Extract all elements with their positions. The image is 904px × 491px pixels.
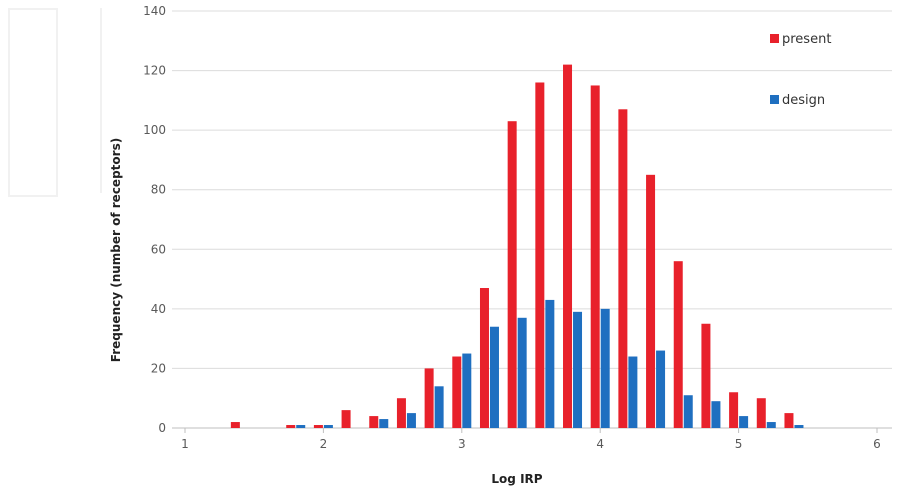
bar-present bbox=[784, 413, 794, 428]
bar-design bbox=[794, 425, 804, 428]
bar-design bbox=[656, 350, 666, 428]
bar-design bbox=[489, 326, 499, 428]
bar-present bbox=[369, 416, 379, 428]
bar-design bbox=[434, 386, 444, 428]
y-tick-label: 140 bbox=[143, 4, 166, 18]
bar-present bbox=[673, 261, 683, 428]
bar-design bbox=[628, 356, 638, 428]
bar-design bbox=[711, 401, 721, 428]
x-tick-label: 6 bbox=[873, 437, 881, 451]
y-tick-label: 120 bbox=[143, 64, 166, 78]
bar-present bbox=[563, 64, 573, 428]
y-tick-label: 40 bbox=[151, 302, 166, 316]
bar-design bbox=[573, 311, 583, 428]
bar-present bbox=[479, 288, 489, 428]
bar-present bbox=[618, 109, 628, 429]
bar-present bbox=[452, 356, 462, 428]
bar-present bbox=[507, 121, 517, 428]
bar-present bbox=[590, 85, 600, 428]
gridlines bbox=[172, 10, 892, 429]
bar-design bbox=[517, 317, 527, 428]
decorative-frame-left bbox=[8, 8, 58, 197]
bar-design bbox=[296, 425, 306, 428]
bar-design bbox=[739, 416, 749, 428]
decorative-frame-inner bbox=[100, 8, 102, 193]
x-tick-label: 4 bbox=[596, 437, 604, 451]
bar-present bbox=[729, 392, 739, 428]
legend-swatch-design bbox=[770, 95, 779, 104]
bar-present bbox=[396, 398, 406, 428]
bar-design bbox=[766, 422, 776, 428]
bar-design bbox=[683, 395, 693, 428]
bar-present bbox=[341, 410, 351, 428]
x-axis-ticks: 1 2 3 4 5 6 bbox=[181, 428, 881, 451]
bar-present bbox=[286, 425, 296, 428]
legend-swatch-present bbox=[770, 34, 779, 43]
y-tick-label: 100 bbox=[143, 123, 166, 137]
y-axis-label: Frequency (number of receptors) bbox=[109, 138, 123, 362]
x-tick-label: 2 bbox=[320, 437, 328, 451]
x-tick-label: 5 bbox=[735, 437, 743, 451]
bar-present bbox=[424, 368, 434, 428]
bar-present bbox=[756, 398, 766, 428]
bar-present bbox=[313, 425, 323, 428]
legend-label-present: present bbox=[782, 32, 831, 47]
bar-design bbox=[379, 419, 389, 428]
bar-design bbox=[600, 308, 610, 428]
bar-present bbox=[535, 82, 545, 428]
legend-label-design: design bbox=[782, 93, 825, 108]
x-tick-label: 3 bbox=[458, 437, 466, 451]
y-tick-label: 80 bbox=[151, 183, 166, 197]
y-tick-label: 0 bbox=[158, 421, 166, 435]
legend: present design bbox=[770, 32, 831, 108]
y-tick-label: 60 bbox=[151, 242, 166, 256]
bar-present bbox=[230, 422, 240, 428]
y-tick-label: 20 bbox=[151, 361, 166, 375]
y-axis-ticks: 0 20 40 60 80 100 120 140 bbox=[143, 4, 166, 435]
x-axis-label: Log IRP bbox=[491, 472, 542, 486]
bar-present bbox=[646, 174, 656, 428]
bar-design bbox=[462, 353, 472, 428]
bar-design bbox=[545, 299, 555, 428]
bar-design bbox=[323, 425, 333, 428]
bars bbox=[230, 64, 804, 429]
bar-design bbox=[406, 413, 416, 428]
bar-present bbox=[701, 323, 711, 428]
x-tick-label: 1 bbox=[181, 437, 189, 451]
